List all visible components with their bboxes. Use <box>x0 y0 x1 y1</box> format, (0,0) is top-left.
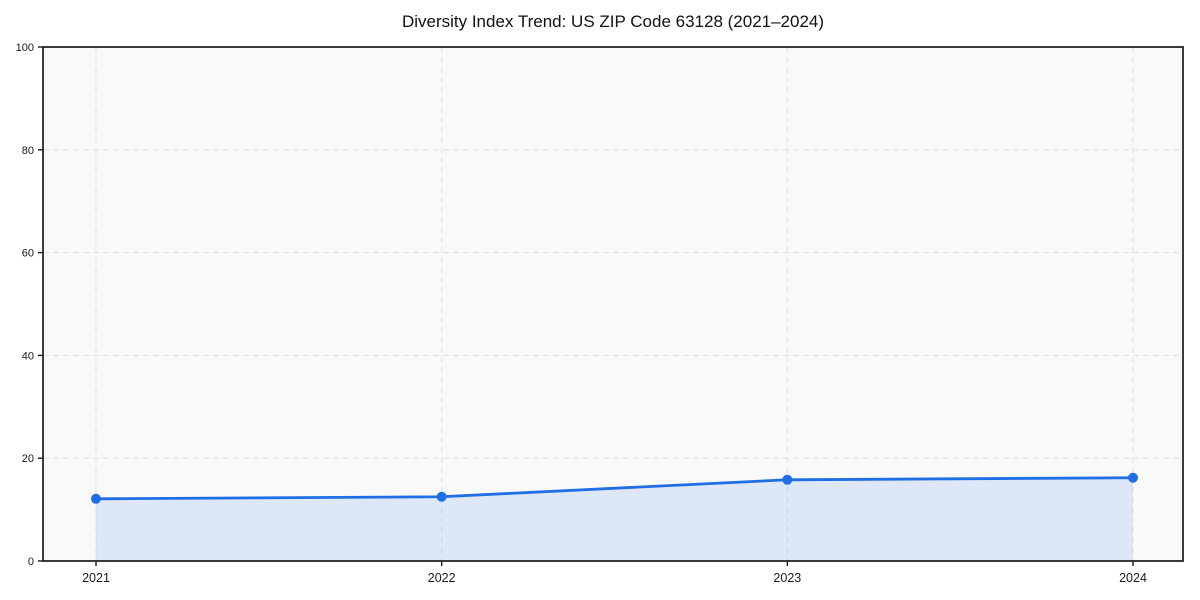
data-point-2021 <box>91 493 101 504</box>
axis-frame <box>42 46 1184 562</box>
y-tick-label: 100 <box>16 42 34 54</box>
data-point-2023 <box>782 474 793 485</box>
x-tick-label: 2022 <box>428 571 456 585</box>
y-tick-label: 80 <box>22 145 34 157</box>
y-tick-label: 0 <box>28 556 34 568</box>
data-point-2024 <box>1128 472 1138 483</box>
y-tick-label: 20 <box>22 453 34 465</box>
trend-line <box>94 476 1135 501</box>
plot-background <box>43 47 1183 561</box>
x-tick-label: 2021 <box>82 571 110 585</box>
chart-title: Diversity Index Trend: US ZIP Code 63128… <box>401 12 825 31</box>
x-tick-label: 2024 <box>1119 571 1147 585</box>
y-tick-label: 40 <box>22 350 34 362</box>
x-tick-label: 2023 <box>773 571 801 585</box>
y-tick-label: 60 <box>22 248 34 260</box>
data-point-2022 <box>436 491 447 502</box>
